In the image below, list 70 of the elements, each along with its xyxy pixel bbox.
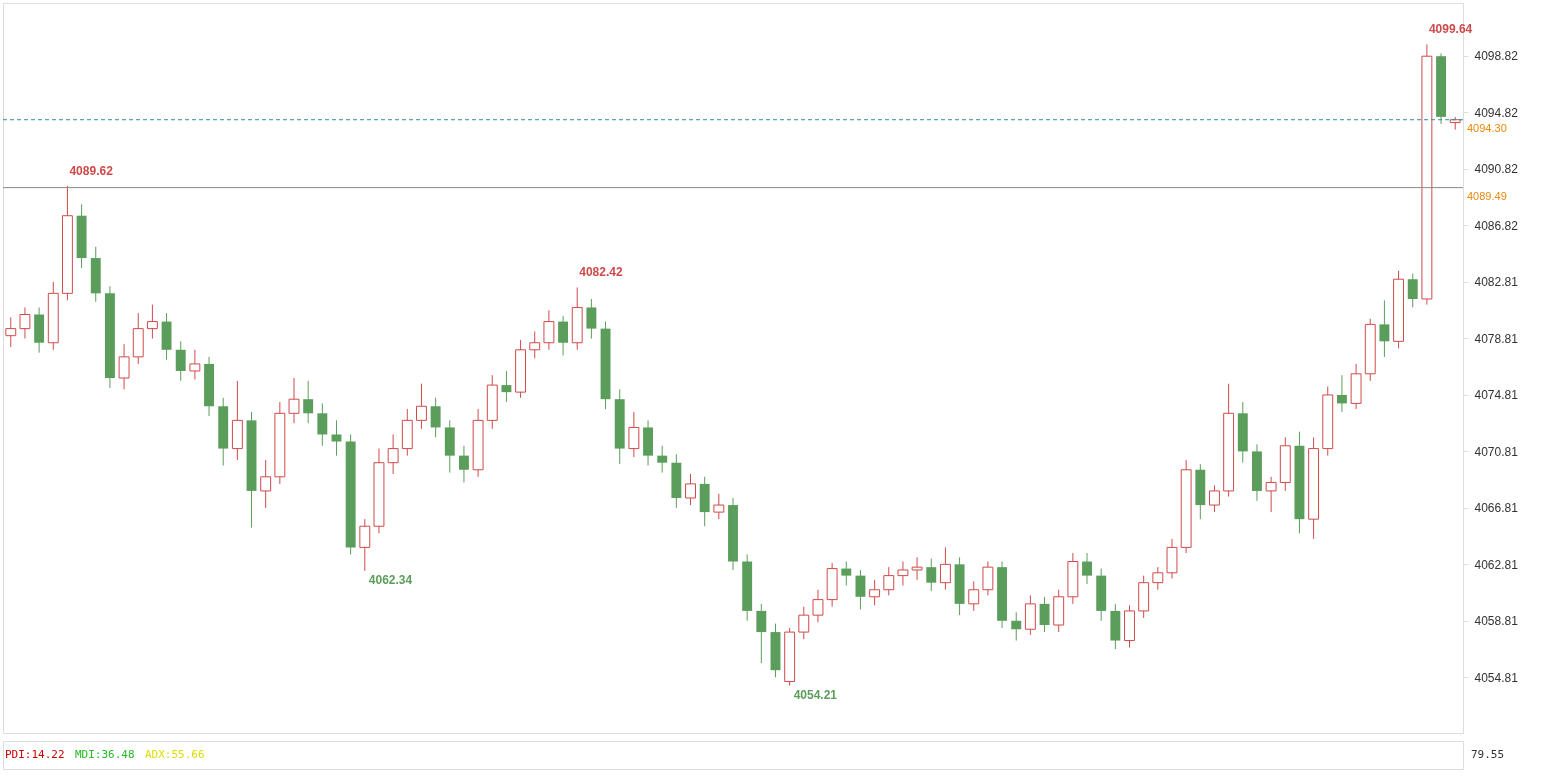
candlestick bbox=[812, 589, 824, 623]
y-tick-label: 4062.81 bbox=[1474, 557, 1519, 572]
candlestick bbox=[685, 473, 696, 506]
candlestick bbox=[260, 459, 272, 509]
candlestick bbox=[939, 546, 951, 591]
candlestick bbox=[911, 556, 923, 581]
y-tick-label: 4098.82 bbox=[1474, 49, 1519, 64]
text: 4062.34 bbox=[368, 572, 413, 587]
y-tick-label: 4078.81 bbox=[1474, 331, 1519, 346]
candlestick bbox=[118, 343, 130, 390]
text: 4082.42 bbox=[579, 265, 623, 280]
candlestick bbox=[501, 370, 512, 403]
candlestick bbox=[926, 558, 937, 592]
candlestick bbox=[19, 306, 31, 339]
candlestick bbox=[1152, 566, 1164, 591]
y-tick-label: 4066.81 bbox=[1474, 501, 1519, 516]
text: 79.55 bbox=[1471, 748, 1505, 761]
candlestick bbox=[1336, 374, 1347, 413]
ref-line-label: 4094.30 bbox=[1467, 121, 1507, 134]
candlestick bbox=[175, 340, 186, 382]
y-tick-label: 4090.82 bbox=[1474, 162, 1519, 177]
candlestick bbox=[387, 433, 399, 475]
candlestick bbox=[189, 349, 201, 380]
candlestick bbox=[628, 411, 640, 458]
candlestick bbox=[982, 561, 994, 596]
candlestick bbox=[798, 606, 810, 640]
text: 4099.64 bbox=[1428, 22, 1473, 37]
candlestick bbox=[586, 298, 597, 339]
candlestick bbox=[883, 566, 895, 596]
candlestick bbox=[1265, 476, 1277, 513]
candlestick bbox=[317, 402, 328, 447]
text: PDI:14.22 bbox=[5, 748, 65, 761]
y-tick-label: 4094.82 bbox=[1474, 105, 1519, 120]
candlestick bbox=[713, 493, 725, 520]
candlestick bbox=[5, 316, 17, 348]
y-tick-label: 4086.82 bbox=[1474, 218, 1519, 233]
candlestick bbox=[558, 315, 569, 356]
candlestick bbox=[855, 569, 866, 610]
candlestick bbox=[529, 330, 541, 359]
text: MDI:36.48 bbox=[75, 748, 135, 761]
candlestick bbox=[543, 309, 555, 351]
candlestick bbox=[869, 579, 881, 606]
candlestick bbox=[756, 603, 767, 664]
candlestick bbox=[1011, 611, 1022, 642]
y-tick-label: 4054.81 bbox=[1474, 670, 1519, 685]
text: ADX:55.66 bbox=[145, 748, 205, 761]
candlestick bbox=[897, 561, 909, 586]
candlestick bbox=[1379, 299, 1390, 358]
candlestick bbox=[288, 377, 300, 424]
candlestick bbox=[146, 304, 158, 339]
candlestick bbox=[968, 580, 980, 612]
y-tick-label: 4058.81 bbox=[1474, 614, 1519, 629]
candlestick bbox=[303, 380, 314, 424]
candlestick bbox=[841, 561, 852, 586]
candlestick bbox=[1407, 273, 1418, 308]
y-tick-label: 4082.81 bbox=[1474, 275, 1519, 290]
text: 4054.21 bbox=[793, 687, 838, 702]
candlestick bbox=[458, 445, 469, 483]
ref-line-label: 4089.49 bbox=[1467, 189, 1507, 202]
candlestick bbox=[1209, 484, 1220, 513]
candlestick bbox=[430, 397, 441, 438]
candlestick bbox=[359, 518, 371, 572]
candlestick bbox=[331, 419, 342, 457]
text: 4089.62 bbox=[69, 163, 113, 178]
candlestick bbox=[416, 383, 427, 430]
candlestick bbox=[657, 445, 668, 474]
y-tick-label: 4070.81 bbox=[1474, 444, 1519, 459]
candlestick bbox=[1082, 552, 1092, 585]
candlestick bbox=[1039, 596, 1050, 633]
y-tick-label: 4074.81 bbox=[1474, 388, 1519, 403]
